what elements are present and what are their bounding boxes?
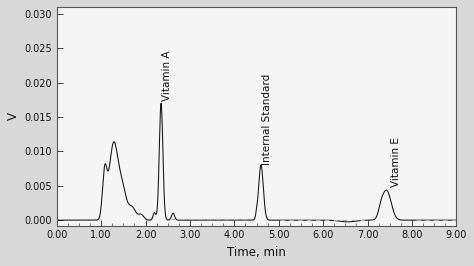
Y-axis label: V: V <box>7 112 20 120</box>
Text: Vitamin A: Vitamin A <box>162 51 172 101</box>
Text: Internal Standard: Internal Standard <box>262 74 272 165</box>
X-axis label: Time, min: Time, min <box>227 246 286 259</box>
Text: Vitamin E: Vitamin E <box>391 137 401 187</box>
